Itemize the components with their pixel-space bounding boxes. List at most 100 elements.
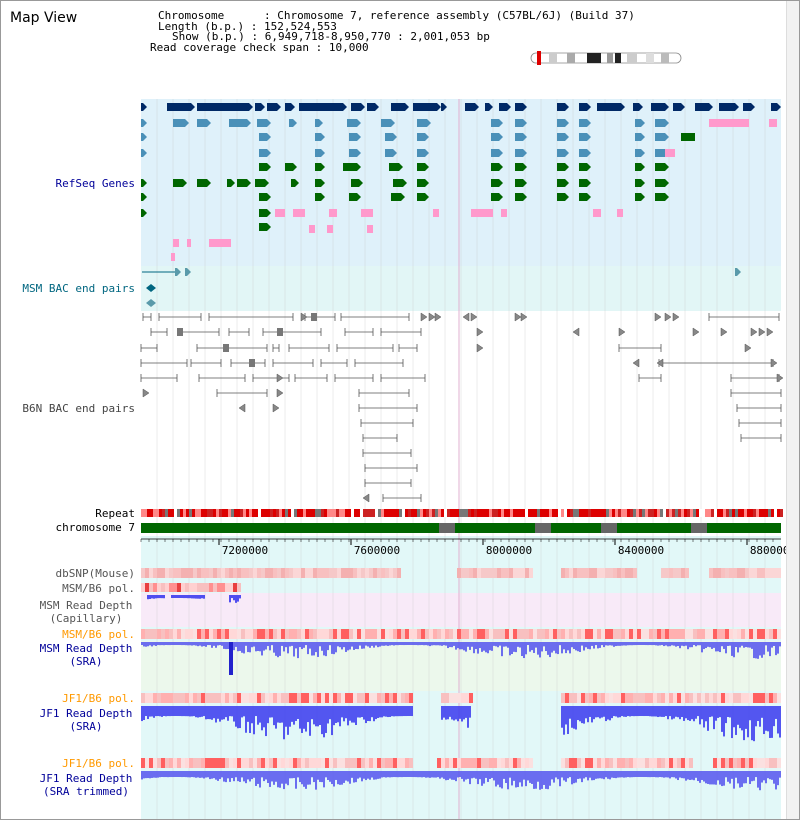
depth-bar xyxy=(669,642,671,647)
depth-bar xyxy=(629,642,631,646)
depth-bar xyxy=(605,706,607,722)
msm-pol-capillary-label[interactable]: MSM/B6 pol. xyxy=(62,582,135,595)
depth-bar xyxy=(299,642,301,648)
heat-cell xyxy=(181,693,185,703)
heat-cell xyxy=(577,568,581,578)
depth-bar xyxy=(263,706,265,728)
heat-cell xyxy=(621,693,625,703)
heat-cell xyxy=(369,629,373,639)
refseq-gene xyxy=(315,193,325,201)
depth-bar xyxy=(747,771,749,778)
depth-bar xyxy=(271,642,273,646)
depth-bar xyxy=(177,642,179,646)
heat-cell xyxy=(749,568,753,578)
heat-cell xyxy=(741,758,745,768)
repeat-segment xyxy=(366,509,369,517)
refseq-gene xyxy=(349,133,361,141)
heat-cell xyxy=(237,583,241,592)
vertical-scrollbar[interactable] xyxy=(786,1,799,819)
heat-cell xyxy=(217,758,221,768)
heat-cell xyxy=(181,583,185,592)
msm-depth-sra-label[interactable]: MSM Read Depth (SRA) xyxy=(31,642,141,668)
refseq-gene xyxy=(441,103,447,111)
depth-bar xyxy=(201,771,203,778)
depth-bar xyxy=(295,771,297,789)
msm-pol-sra-label[interactable]: MSM/B6 pol. xyxy=(62,628,135,641)
repeat-segment xyxy=(729,509,732,517)
depth-bar xyxy=(495,642,497,647)
heat-cell xyxy=(245,568,249,578)
depth-bar xyxy=(295,642,297,649)
depth-bar xyxy=(605,771,607,778)
depth-bar xyxy=(319,771,321,782)
refseq-genes-label[interactable]: RefSeq Genes xyxy=(55,177,135,190)
depth-bar xyxy=(673,771,675,778)
depth-bar xyxy=(637,642,639,646)
heat-cell xyxy=(649,758,653,768)
ideogram-band xyxy=(567,53,575,63)
b6n-bac-label[interactable]: B6N BAC end pairs xyxy=(22,402,135,415)
refseq-gene-pink xyxy=(665,149,675,157)
depth-bar xyxy=(175,642,177,645)
jf1-pol-sra-label[interactable]: JF1/B6 pol. xyxy=(62,692,135,705)
dbsnp-label[interactable]: dbSNP(Mouse) xyxy=(55,567,135,580)
heat-cell xyxy=(365,568,369,578)
refseq-gene xyxy=(167,103,195,111)
refseq-gene xyxy=(285,163,297,171)
msm-bac-label[interactable]: MSM BAC end pairs xyxy=(22,282,135,295)
depth-bar xyxy=(717,706,719,718)
depth-bar xyxy=(401,706,403,717)
heat-cell xyxy=(741,568,745,578)
heat-cell xyxy=(309,758,313,768)
repeat-segment xyxy=(381,509,384,517)
depth-bar xyxy=(309,642,311,649)
depth-bar xyxy=(587,771,589,781)
heat-cell xyxy=(317,693,321,703)
heat-cell xyxy=(605,693,609,703)
repeat-segment xyxy=(771,509,774,517)
depth-bar xyxy=(633,706,635,717)
msm-depth-capillary-label[interactable]: MSM Read Depth (Capillary) xyxy=(31,599,141,625)
heat-cell xyxy=(689,758,693,768)
heat-cell xyxy=(645,758,649,768)
depth-bar xyxy=(421,771,423,778)
heat-cell xyxy=(669,758,673,768)
refseq-gene xyxy=(141,149,147,157)
refseq-gene xyxy=(635,179,645,187)
depth-bar xyxy=(721,642,723,647)
jf1-pol-trim-label[interactable]: JF1/B6 pol. xyxy=(62,757,135,770)
depth-bar xyxy=(353,706,355,723)
heat-cell xyxy=(313,629,317,639)
b6n-bac-end xyxy=(462,312,470,322)
depth-bar xyxy=(467,771,469,779)
depth-bar xyxy=(245,706,247,733)
refseq-gene xyxy=(315,133,325,141)
depth-bar xyxy=(481,771,483,786)
depth-bar xyxy=(161,642,163,646)
depth-bar xyxy=(605,642,607,646)
depth-bar xyxy=(667,771,669,778)
depth-bar xyxy=(653,642,655,646)
depth-bar xyxy=(663,642,665,647)
depth-bar xyxy=(277,642,279,658)
depth-bar xyxy=(547,771,549,790)
depth-bar xyxy=(267,642,269,647)
depth-bar xyxy=(725,771,727,778)
chromosome-gap xyxy=(535,523,551,533)
depth-bar xyxy=(141,771,143,780)
depth-bar xyxy=(671,706,673,720)
repeat-segment xyxy=(630,509,633,517)
depth-bar xyxy=(305,771,307,789)
jf1-depth-trim-label[interactable]: JF1 Read Depth (SRA trimmed) xyxy=(31,772,141,798)
repeat-segment xyxy=(330,509,333,517)
heat-cell xyxy=(201,583,205,592)
repeat-segment xyxy=(780,509,783,517)
depth-bar xyxy=(575,642,577,651)
depth-bar xyxy=(697,771,699,782)
heat-cell xyxy=(769,693,773,703)
jf1-depth-sra-label[interactable]: JF1 Read Depth (SRA) xyxy=(31,707,141,733)
heat-cell xyxy=(261,629,265,639)
depth-bar xyxy=(377,706,379,719)
depth-bar xyxy=(393,642,395,646)
